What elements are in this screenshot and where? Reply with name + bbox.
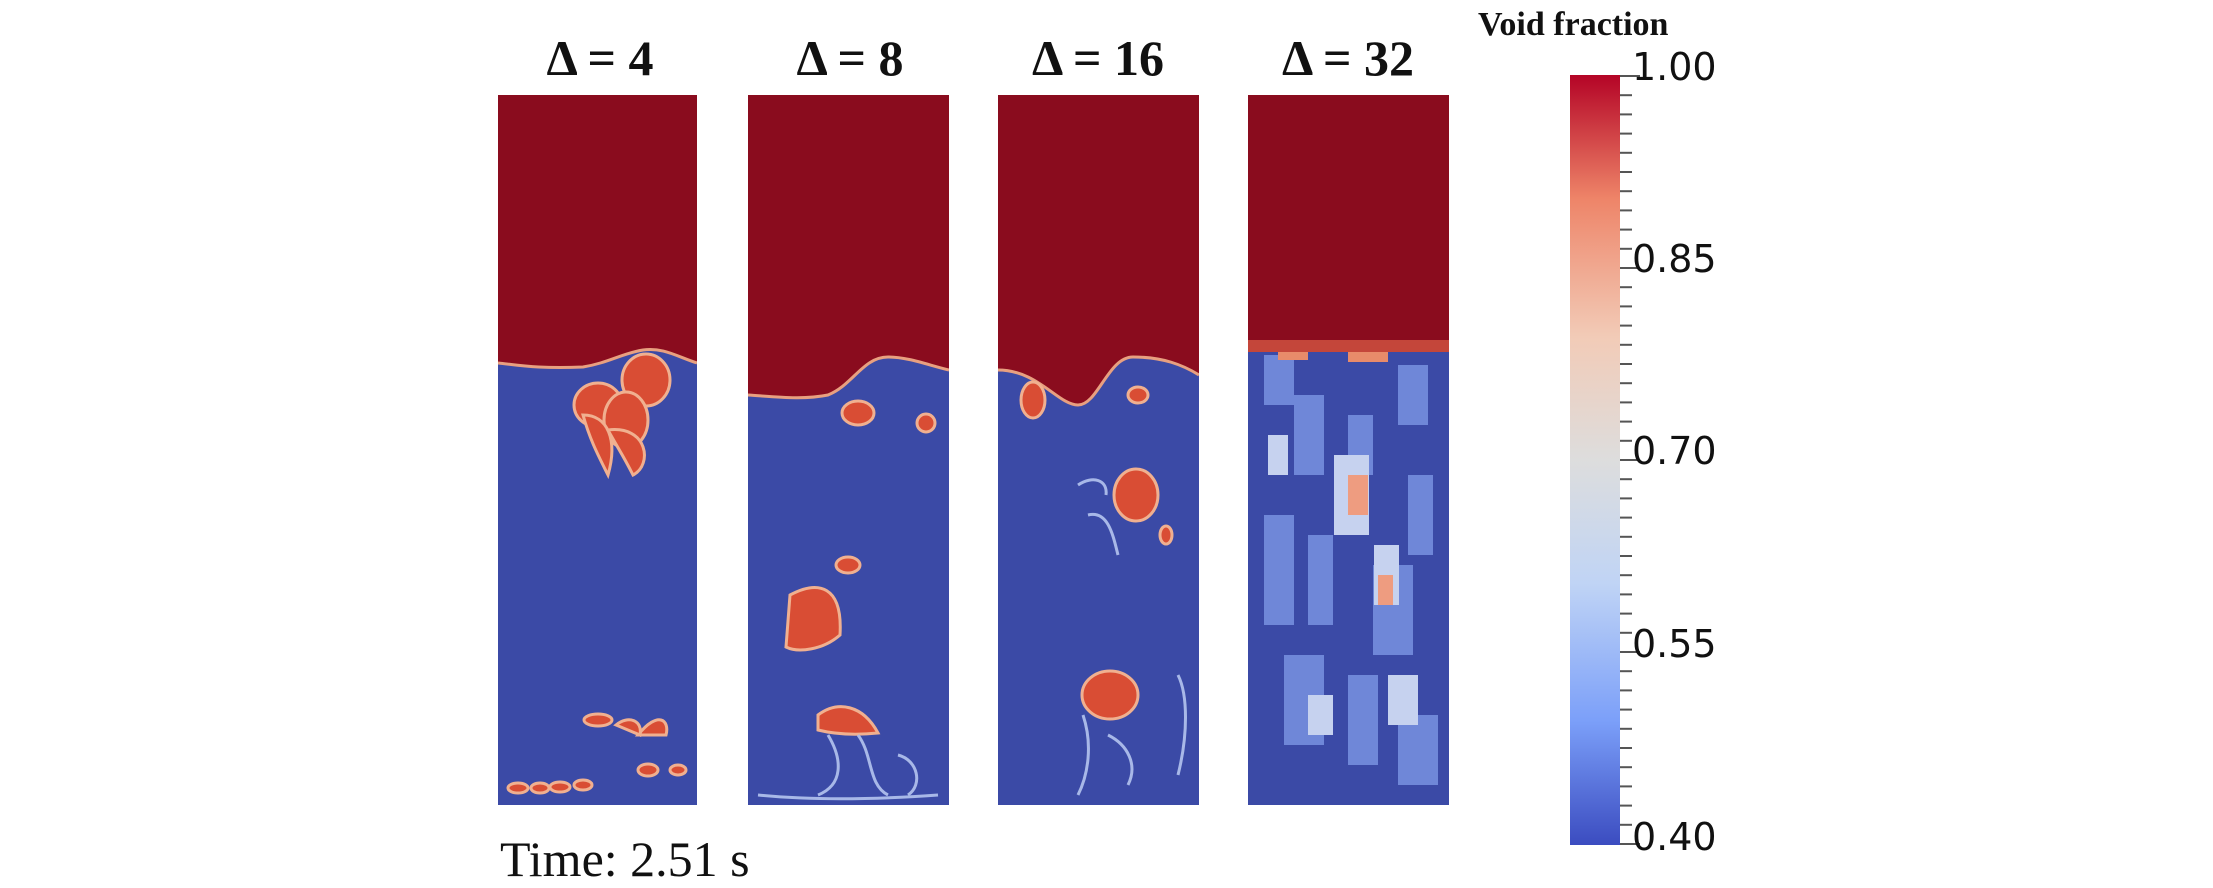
colorbar-label-0-70: 0.70 bbox=[1632, 429, 1717, 473]
void-fraction-panel-delta-16 bbox=[998, 95, 1199, 805]
panel-title-delta-32: Δ = 32 bbox=[1281, 30, 1415, 86]
panel-title-delta-4: Δ = 4 bbox=[546, 30, 654, 86]
void-fraction-panel-delta-8 bbox=[748, 95, 949, 805]
colorbar-label-0-55: 0.55 bbox=[1632, 622, 1717, 666]
colorbar-label-1-00: 1.00 bbox=[1632, 45, 1717, 89]
panel-title-delta-16: Δ = 16 bbox=[1031, 30, 1165, 86]
void-fraction-panel-delta-32 bbox=[1248, 95, 1449, 805]
colorbar-ticks bbox=[1620, 75, 1640, 845]
panel-title-delta-8: Δ = 8 bbox=[796, 30, 904, 86]
colorbar-title: Void fraction bbox=[1478, 6, 1669, 43]
void-fraction-panel-delta-4 bbox=[498, 95, 697, 805]
colorbar-label-0-85: 0.85 bbox=[1632, 237, 1717, 281]
colorbar-label-0-40: 0.40 bbox=[1632, 815, 1717, 859]
time-label: Time: 2.51 s bbox=[500, 831, 750, 887]
colorbar-gradient bbox=[1570, 75, 1620, 845]
